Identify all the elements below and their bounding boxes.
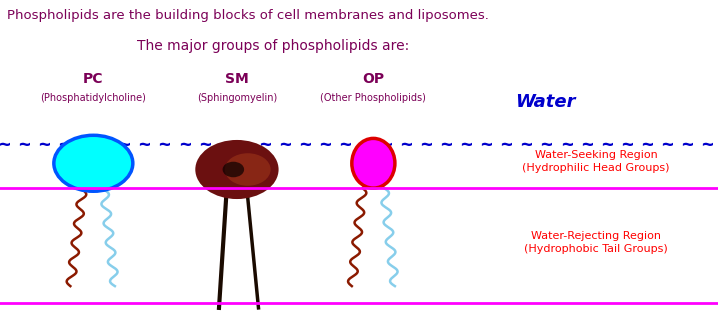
Text: ~: ~ [239, 135, 251, 154]
Text: ~: ~ [340, 135, 351, 154]
Text: SM: SM [225, 72, 249, 86]
Text: ~: ~ [661, 135, 673, 154]
Text: ~: ~ [98, 135, 110, 154]
Text: Water-Rejecting Region
(Hydrophobic Tail Groups): Water-Rejecting Region (Hydrophobic Tail… [524, 231, 668, 254]
Text: The major groups of phospholipids are:: The major groups of phospholipids are: [136, 39, 409, 53]
Text: ~: ~ [219, 135, 230, 154]
Text: ~: ~ [78, 135, 90, 154]
Text: PC: PC [83, 72, 103, 86]
Text: ~: ~ [320, 135, 331, 154]
Ellipse shape [54, 135, 133, 191]
Text: ~: ~ [58, 135, 70, 154]
Text: ~: ~ [621, 135, 633, 154]
Text: ~: ~ [259, 135, 271, 154]
Text: ~: ~ [561, 135, 572, 154]
Text: Water-Seeking Region
(Hydrophilic Head Groups): Water-Seeking Region (Hydrophilic Head G… [522, 150, 670, 173]
Text: ~: ~ [118, 135, 130, 154]
Text: ~: ~ [279, 135, 291, 154]
Text: (Sphingomyelin): (Sphingomyelin) [197, 93, 277, 103]
Text: ~: ~ [0, 135, 9, 154]
Ellipse shape [223, 162, 244, 177]
Text: OP: OP [363, 72, 384, 86]
Text: ~: ~ [460, 135, 472, 154]
Text: ~: ~ [521, 135, 532, 154]
Text: ~: ~ [601, 135, 612, 154]
Text: ~: ~ [139, 135, 150, 154]
Text: Phospholipids are the building blocks of cell membranes and liposomes.: Phospholipids are the building blocks of… [7, 9, 489, 22]
Text: ~: ~ [500, 135, 512, 154]
Text: ~: ~ [681, 135, 693, 154]
Text: ~: ~ [360, 135, 371, 154]
Text: (Other Phospholipids): (Other Phospholipids) [320, 93, 426, 103]
Text: ~: ~ [159, 135, 170, 154]
Text: ~: ~ [480, 135, 492, 154]
Ellipse shape [225, 153, 271, 186]
Text: ~: ~ [199, 135, 210, 154]
Text: ~: ~ [541, 135, 552, 154]
Text: ~: ~ [400, 135, 411, 154]
Text: ~: ~ [641, 135, 653, 154]
Text: ~: ~ [581, 135, 592, 154]
Ellipse shape [352, 138, 395, 188]
Text: ~: ~ [440, 135, 452, 154]
Text: (Phosphatidylcholine): (Phosphatidylcholine) [40, 93, 146, 103]
Text: ~: ~ [420, 135, 432, 154]
Text: ~: ~ [701, 135, 713, 154]
Text: ~: ~ [380, 135, 391, 154]
Text: ~: ~ [38, 135, 50, 154]
Text: ~: ~ [299, 135, 311, 154]
Text: ~: ~ [18, 135, 29, 154]
Ellipse shape [195, 140, 279, 199]
Text: ~: ~ [179, 135, 190, 154]
Text: Water: Water [516, 93, 576, 111]
